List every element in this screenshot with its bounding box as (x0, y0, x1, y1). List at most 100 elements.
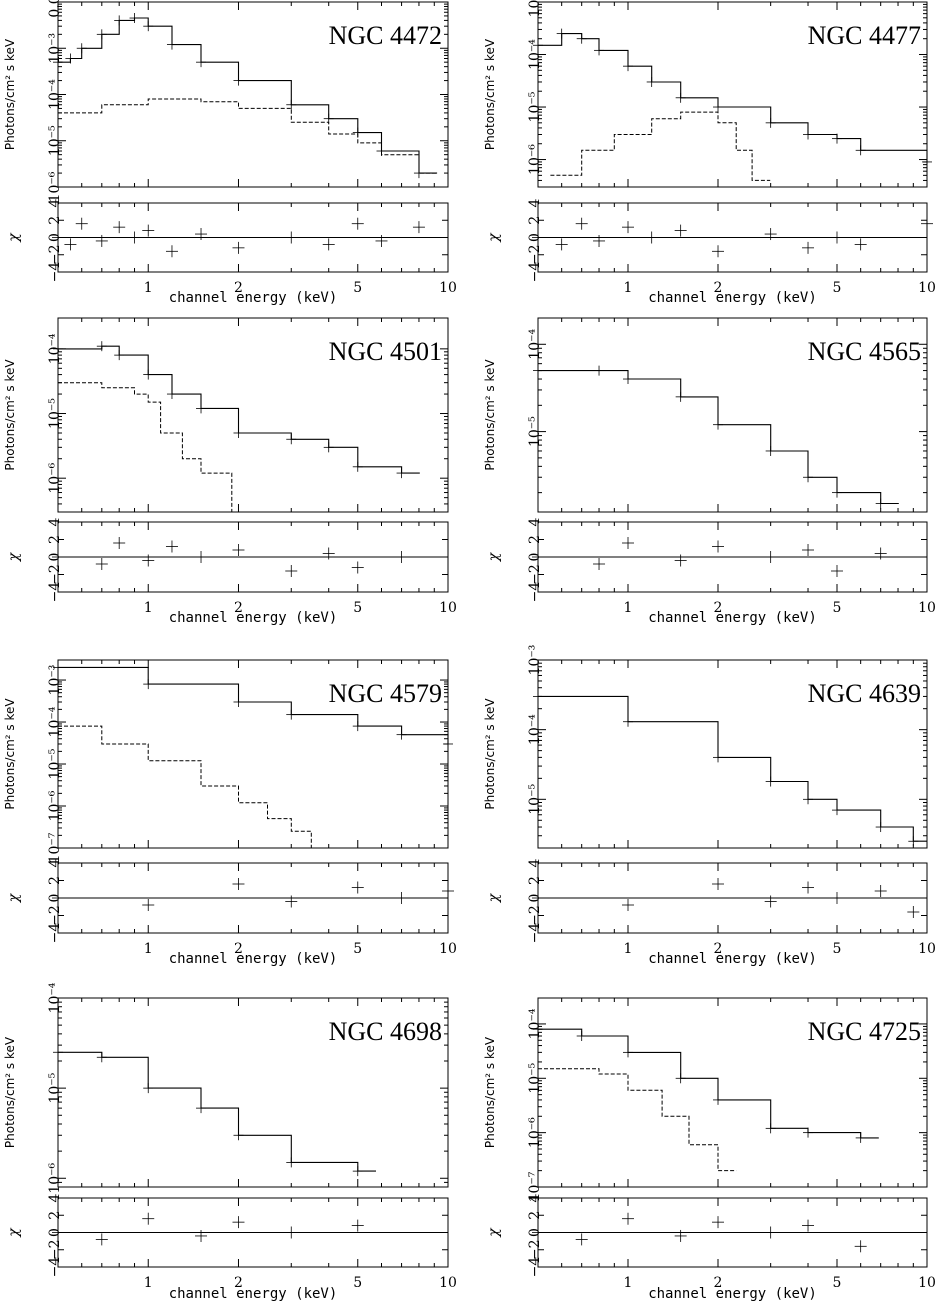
y-tick-label: 10⁻⁶ (47, 462, 63, 493)
resid-tick-label: 2 (527, 216, 543, 225)
x-tick-label: 5 (833, 280, 842, 296)
y-tick-label: 10⁻³ (47, 33, 63, 64)
model-series-line (58, 725, 330, 849)
resid-axis-label: χ (486, 892, 502, 903)
model-series-line (538, 370, 899, 505)
resid-tick-label: 2 (47, 216, 63, 225)
panel-title: NGC 4472 (329, 21, 442, 50)
resid-tick-label: −4 (47, 1257, 63, 1278)
panel-title: NGC 4725 (808, 1017, 921, 1046)
resid-tick-label: −2 (47, 1239, 63, 1260)
y-tick-label: 10⁻⁵ (527, 91, 543, 122)
x-axis-label: channel energy (keV) (648, 1286, 817, 1302)
spectrum-panel: 1 2 5 100.0110⁻³10⁻⁴10⁻⁵10⁻⁶−4−2024Photons/… (3, 0, 457, 306)
model-series-line (58, 382, 250, 513)
y-tick-label: 10⁻⁵ (47, 748, 63, 779)
x-tick-label: 10 (439, 600, 457, 616)
y-tick-label: 10⁻⁴ (47, 706, 63, 737)
spectrum-plot-frame (537, 659, 928, 849)
x-axis-label: channel energy (keV) (169, 290, 338, 306)
resid-axis-label: χ (6, 1227, 22, 1238)
x-tick-label: 1 (144, 280, 153, 296)
resid-tick-label: −2 (47, 905, 63, 926)
x-tick-label: 5 (833, 941, 842, 957)
panel-title: NGC 4639 (808, 679, 921, 708)
spectrum-plot-frame (57, 659, 449, 849)
y-tick-label: 10⁻⁵ (527, 416, 543, 447)
x-tick-label: 1 (144, 600, 153, 616)
x-tick-label: 2 (714, 941, 723, 957)
y-axis-label: Photons/cm² s keV (3, 38, 17, 150)
resid-axis-label: χ (486, 551, 502, 562)
x-tick-label: 2 (234, 280, 243, 296)
x-tick-label: 2 (714, 600, 723, 616)
resid-tick-label: 4 (527, 858, 543, 867)
resid-tick-label: −4 (47, 582, 63, 603)
y-tick-label: 10⁻³ (47, 665, 63, 696)
resid-tick-label: 4 (527, 198, 543, 207)
resid-tick-label: 4 (47, 198, 63, 207)
resid-tick-label: −4 (527, 923, 543, 944)
resid-tick-label: −4 (527, 262, 543, 283)
x-axis-label: channel energy (keV) (648, 610, 817, 626)
x-axis-label: channel energy (keV) (648, 951, 817, 967)
y-axis-label: Photons/cm² s keV (3, 698, 17, 810)
y-tick-label: 10⁻⁴ (527, 39, 543, 70)
x-tick-label: 2 (234, 941, 243, 957)
x-tick-label: 2 (714, 1275, 723, 1291)
x-tick-label: 1 (624, 1275, 633, 1291)
x-tick-label: 10 (439, 941, 457, 957)
panel-title: NGC 4698 (329, 1017, 442, 1046)
panel-title: NGC 4477 (808, 21, 921, 50)
resid-tick-label: −2 (527, 564, 543, 585)
y-tick-label: 10⁻⁵ (47, 398, 63, 429)
resid-tick-label: 2 (47, 1211, 63, 1220)
x-tick-label: 5 (353, 941, 362, 957)
x-tick-label: 2 (234, 600, 243, 616)
x-tick-label: 10 (918, 1275, 935, 1291)
resid-tick-label: 2 (47, 535, 63, 544)
panel-title: NGC 4579 (329, 679, 442, 708)
model-series-line (538, 1068, 737, 1172)
resid-tick-label: 2 (527, 876, 543, 885)
x-tick-label: 2 (714, 280, 723, 296)
resid-tick-label: −2 (47, 564, 63, 585)
resid-tick-label: −4 (527, 582, 543, 603)
resid-axis-label: χ (6, 551, 22, 562)
resid-tick-label: 4 (47, 1193, 63, 1202)
resid-tick-label: 4 (527, 1193, 543, 1202)
x-tick-label: 10 (439, 280, 457, 296)
y-tick-label: 10⁻⁴ (527, 1008, 543, 1039)
resid-tick-label: −4 (47, 923, 63, 944)
x-tick-label: 1 (144, 1275, 153, 1291)
model-series-line (538, 33, 928, 162)
y-axis-label: Photons/cm² s keV (483, 1036, 497, 1148)
y-tick-label: 10⁻⁷ (47, 832, 63, 863)
resid-tick-label: −2 (527, 1239, 543, 1260)
resid-tick-label: 4 (527, 517, 543, 526)
y-axis-label: Photons/cm² s keV (3, 1036, 17, 1148)
y-tick-label: 10⁻³ (527, 0, 543, 17)
y-tick-label: 10⁻⁴ (47, 982, 63, 1013)
y-axis-label: Photons/cm² s keV (483, 38, 497, 150)
y-tick-label: 10⁻⁶ (47, 1162, 63, 1193)
model-series-line (550, 111, 771, 181)
model-series-line (58, 1051, 376, 1172)
x-tick-label: 5 (353, 1275, 362, 1291)
model-series-line (538, 695, 927, 842)
resid-tick-label: −2 (47, 244, 63, 265)
x-tick-label: 10 (918, 941, 935, 957)
spectrum-plot-frame (537, 1, 928, 188)
x-axis-label: channel energy (keV) (169, 1286, 338, 1302)
resid-axis-label: χ (486, 232, 502, 243)
y-tick-label: 10⁻⁴ (527, 714, 543, 745)
y-tick-label: 10⁻⁶ (47, 171, 63, 202)
resid-tick-label: −4 (527, 1257, 543, 1278)
y-tick-label: 10⁻³ (527, 645, 543, 676)
y-tick-label: 10⁻⁵ (527, 1062, 543, 1093)
x-tick-label: 5 (833, 1275, 842, 1291)
y-tick-label: 10⁻⁷ (527, 1171, 543, 1202)
